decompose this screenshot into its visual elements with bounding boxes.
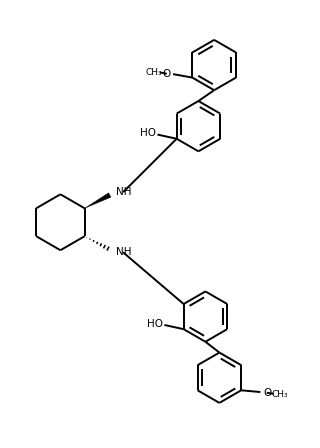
Text: HO: HO [140,128,156,138]
Text: HO: HO [147,319,163,328]
Text: NH: NH [116,247,132,257]
Polygon shape [84,193,111,208]
Text: NH: NH [116,187,132,197]
Text: O: O [263,388,271,398]
Text: O: O [162,69,170,79]
Text: CH₃: CH₃ [146,68,162,77]
Text: CH₃: CH₃ [271,390,288,399]
